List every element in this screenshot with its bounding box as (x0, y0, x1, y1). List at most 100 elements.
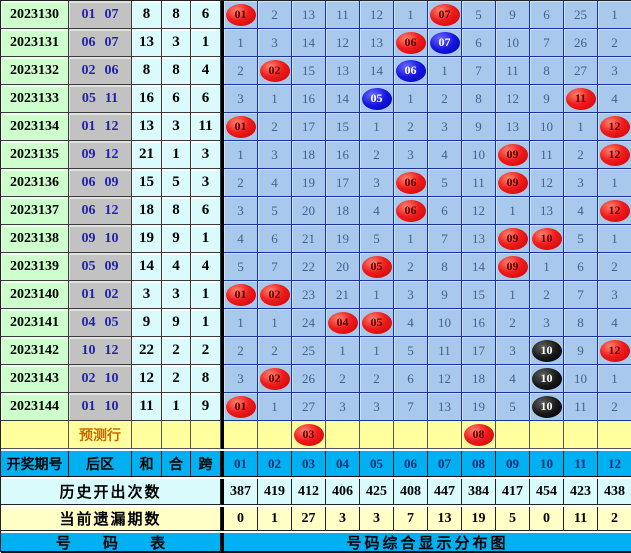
number-cell: 3 (258, 29, 292, 57)
number-cell: 2 (530, 281, 564, 309)
back-number-1: 06 (81, 202, 96, 218)
number-cell: 4 (394, 309, 428, 337)
table-row: 2023143 02 10 12 2 8 3 02 26 2 2 6 12 18 4 10 10 1 (1, 365, 631, 393)
stats-value-cell: 3 (326, 507, 360, 531)
back-number-1: 04 (81, 314, 96, 330)
number-cell: 15 (462, 281, 496, 309)
span-cell: 1 (191, 29, 221, 57)
number-cell: 10 (462, 141, 496, 169)
combine-cell: 2 (162, 365, 191, 393)
back-number-2: 09 (104, 258, 119, 274)
span-cell: 6 (191, 1, 221, 29)
number-cell: 05 (360, 85, 394, 113)
number-cell: 3 (360, 169, 394, 197)
number-cell: 2 (224, 337, 258, 365)
number-cell: 2 (394, 253, 428, 281)
back-number-1: 02 (81, 370, 96, 386)
header-number: 09 (496, 451, 530, 477)
section-divider (221, 169, 224, 197)
number-cell: 07 (428, 1, 462, 29)
back-number-1: 02 (81, 62, 96, 78)
number-cell: 3 (598, 281, 631, 309)
hit-marker-red-icon: 05 (361, 255, 392, 278)
number-cell: 2 (428, 85, 462, 113)
prediction-span-cell (191, 421, 221, 449)
number-cell: 21 (326, 281, 360, 309)
period-cell: 2023134 (1, 113, 69, 141)
number-cell: 4 (598, 309, 631, 337)
table-row: 2023135 09 12 21 1 3 1 3 18 16 2 3 4 10 09 11 2 12 (1, 141, 631, 169)
period-cell: 2023143 (1, 365, 69, 393)
number-cell: 09 (496, 253, 530, 281)
period-cell: 2023136 (1, 169, 69, 197)
hit-marker-red-icon: 01 (225, 115, 256, 138)
number-cell: 2 (360, 365, 394, 393)
period-cell: 2023138 (1, 225, 69, 253)
back-number-2: 09 (104, 174, 119, 190)
back-number-1: 01 (81, 286, 96, 302)
number-cell: 1 (258, 393, 292, 421)
back-numbers-cell: 02 06 (69, 57, 132, 85)
footer-left-title: 号 码 表 (1, 533, 221, 553)
number-cell: 1 (394, 1, 428, 29)
number-cell: 3 (530, 309, 564, 337)
back-numbers-cell: 05 09 (69, 253, 132, 281)
number-cell: 3 (428, 113, 462, 141)
section-divider (221, 1, 224, 29)
number-cell: 1 (360, 281, 394, 309)
section-divider (221, 225, 224, 253)
section-divider (221, 451, 224, 477)
number-cell: 22 (292, 253, 326, 281)
number-cell: 27 (564, 57, 598, 85)
period-cell: 2023144 (1, 393, 69, 421)
number-cell: 2 (258, 337, 292, 365)
stats-label: 当前遗漏期数 (1, 507, 221, 531)
sum-cell: 3 (132, 281, 162, 309)
number-cell: 11 (496, 57, 530, 85)
prediction-sum-cell (132, 421, 162, 449)
table-row: 2023144 01 10 11 1 9 01 1 27 3 3 7 13 19 5 10 11 2 (1, 393, 631, 421)
back-number-1: 05 (81, 258, 96, 274)
header-number: 05 (360, 451, 394, 477)
span-cell: 9 (191, 393, 221, 421)
section-divider (221, 197, 224, 225)
number-cell: 17 (462, 337, 496, 365)
span-cell: 1 (191, 309, 221, 337)
number-cell: 3 (496, 337, 530, 365)
number-cell: 19 (462, 393, 496, 421)
number-cell: 7 (564, 281, 598, 309)
number-cell: 6 (564, 253, 598, 281)
number-cell: 2 (258, 1, 292, 29)
table-row: 2023131 06 07 13 3 1 1 3 14 12 13 06 07 6 10 7 26 2 (1, 29, 631, 57)
number-cell: 09 (496, 169, 530, 197)
number-cell: 10 (530, 393, 564, 421)
number-cell: 7 (394, 393, 428, 421)
number-cell (326, 421, 360, 449)
header-number: 06 (394, 451, 428, 477)
header-number: 10 (530, 451, 564, 477)
hit-marker-red-icon: 09 (497, 171, 528, 194)
prediction-row: 预测行 03 08 (1, 421, 631, 449)
back-number-1: 10 (81, 342, 96, 358)
number-cell: 2 (224, 57, 258, 85)
hit-marker-red-icon: 08 (463, 423, 494, 446)
stats-value-cell: 454 (530, 479, 564, 505)
number-cell: 5 (394, 337, 428, 365)
table-row: 2023132 02 06 8 8 4 2 02 15 13 14 06 1 7 11 8 27 3 (1, 57, 631, 85)
number-cell: 4 (496, 365, 530, 393)
stats-row: 当前遗漏期数 0 1 27 3 3 7 13 19 5 0 11 2 (1, 505, 631, 531)
number-cell (496, 421, 530, 449)
hit-marker-red-icon: 01 (225, 3, 256, 26)
back-number-1: 09 (81, 230, 96, 246)
combine-cell: 9 (162, 309, 191, 337)
back-numbers-cell: 04 05 (69, 309, 132, 337)
stats-value-cell: 384 (462, 479, 496, 505)
hit-marker-red-icon: 07 (429, 3, 460, 26)
number-cell: 6 (428, 197, 462, 225)
number-cell: 02 (258, 57, 292, 85)
number-cell: 12 (598, 113, 631, 141)
section-divider (221, 393, 224, 421)
hit-marker-red-icon: 06 (395, 199, 426, 222)
combine-cell: 3 (162, 29, 191, 57)
number-cell: 2 (258, 113, 292, 141)
